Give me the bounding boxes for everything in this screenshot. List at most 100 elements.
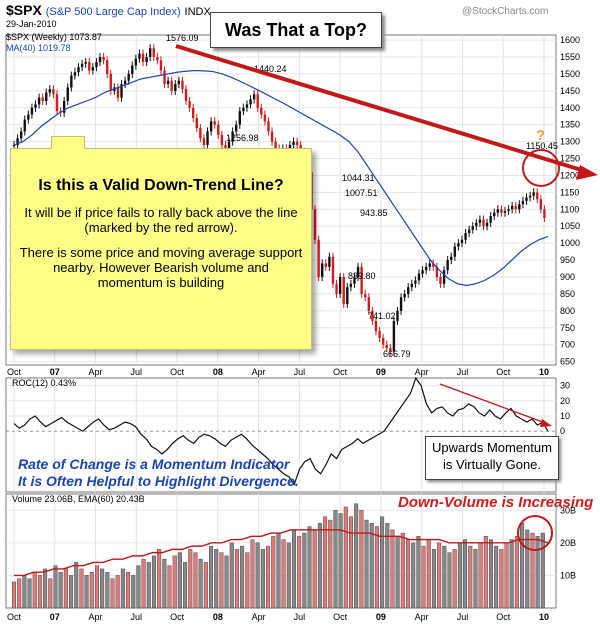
price-bar-body [12, 145, 16, 146]
volume-bar [48, 578, 53, 609]
price-bar-body [317, 239, 320, 277]
volume-bar [271, 536, 276, 609]
x-tick-label-volume: 09 [376, 612, 386, 622]
price-bar-body [95, 62, 98, 68]
price-bar-body [19, 131, 23, 139]
price-bar-body [181, 80, 184, 90]
volume-bar [421, 545, 426, 609]
x-tick-label-price: Oct [333, 367, 348, 377]
price-bar-body [349, 283, 353, 288]
price-bar-body [507, 209, 510, 211]
volume-bar [53, 565, 58, 609]
price-bar-body [360, 266, 363, 294]
x-tick-label-price: Jul [457, 367, 469, 377]
price-annotation: 1576.09 [166, 33, 199, 43]
sticky-note: Is this a Valid Down-Trend Line? It will… [10, 136, 312, 350]
x-tick-label-price: Jul [294, 367, 306, 377]
volume-bar [276, 532, 281, 609]
price-bar-body [231, 131, 234, 142]
volume-bar [530, 532, 535, 609]
price-bar-body [371, 310, 374, 321]
x-tick-label-price: 08 [213, 367, 223, 377]
roc-tick-label: 0 [560, 426, 565, 436]
price-bar-body [439, 277, 442, 284]
price-bar-body [127, 73, 130, 81]
price-bar-body [52, 89, 55, 95]
x-tick-label-price: 10 [539, 367, 549, 377]
price-bar-body [428, 263, 431, 267]
price-bar-body [191, 107, 195, 118]
symbol-name: (S&P 500 Large Cap Index) [45, 6, 181, 18]
roc-note-line-1: Rate of Change is a Momentum Indicator [18, 456, 290, 472]
down-trend-arrowhead [576, 165, 598, 180]
volume-bar [203, 562, 208, 609]
x-tick-label-volume: Apr [89, 612, 103, 622]
volume-bar [463, 539, 468, 609]
price-bar-body [295, 141, 299, 145]
volume-bar [43, 568, 48, 609]
volume-bar [307, 526, 312, 609]
price-annotation: 943.85 [360, 208, 388, 218]
y-tick-label: 800 [560, 306, 575, 316]
price-bar-body [331, 256, 335, 284]
top-circle [522, 149, 560, 187]
x-tick-label-volume: Oct [170, 612, 185, 622]
volume-bar [354, 503, 359, 609]
volume-bar [374, 526, 379, 609]
price-bar-body [270, 131, 274, 142]
volume-bar [177, 552, 182, 609]
price-bar-body [77, 67, 80, 73]
price-bar-body [73, 72, 77, 76]
volume-bar [431, 549, 436, 609]
ma-label: MA(40) 1019.78 [6, 43, 71, 53]
volume-bar [105, 571, 110, 609]
volume-bar [488, 539, 493, 609]
volume-bar [250, 539, 255, 609]
price-bar-body [374, 321, 378, 332]
note-paragraph-2: There is some price and moving average s… [19, 245, 303, 290]
x-tick-label-volume: Jul [294, 612, 306, 622]
volume-bar [364, 519, 369, 609]
price-bar-body [467, 229, 471, 233]
price-bar-body [37, 97, 41, 105]
x-tick-label-volume: Oct [7, 612, 22, 622]
chart-date: 29-Jan-2010 [6, 19, 57, 29]
question-mark: ? [536, 127, 545, 144]
volume-bar [400, 532, 405, 609]
volume-bar [234, 549, 239, 609]
price-bar-body [195, 117, 198, 129]
volume-bar [214, 549, 219, 609]
note-tab [51, 136, 85, 149]
price-bar-body [141, 53, 145, 63]
price-annotation: 666.79 [383, 349, 411, 359]
price-bar-body [500, 209, 503, 213]
volume-bar [328, 519, 333, 609]
price-bar-body [356, 266, 360, 277]
price-bar-body [252, 94, 256, 100]
volume-bar [167, 565, 172, 609]
price-bar-body [338, 277, 342, 294]
momentum-box-line-1: Upwards Momentum [432, 440, 552, 455]
volume-bar [426, 539, 431, 609]
volume-bar [302, 532, 307, 609]
price-bar-body [249, 99, 252, 105]
x-tick-label-price: Oct [170, 367, 185, 377]
price-bar-body [525, 197, 528, 201]
volume-bar [494, 545, 499, 609]
price-bar-body [66, 87, 69, 101]
price-bar-body [346, 287, 349, 305]
price-bar-body [536, 192, 539, 200]
price-bar-body [134, 58, 138, 66]
y-tick-label: 1550 [560, 52, 580, 62]
roc-tick-label: 10 [560, 411, 570, 421]
volume-bar [255, 542, 260, 609]
price-bar-body [98, 57, 102, 63]
y-tick-label: 1450 [560, 86, 580, 96]
vol-tick-label: 10B [560, 570, 576, 580]
price-bar-body [453, 246, 457, 257]
price-bar-body [170, 80, 173, 91]
price-bar-body [392, 321, 396, 352]
volume-bar [22, 575, 27, 609]
note-paragraph-1: It will be if price fails to rally back … [24, 205, 298, 235]
price-bar-body [174, 84, 177, 91]
